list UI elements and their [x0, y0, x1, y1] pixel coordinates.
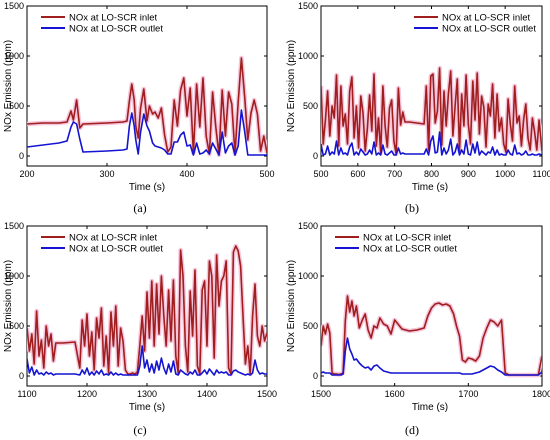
y-tick-label: 500 — [303, 101, 318, 111]
legend-label: NOx at LO-SCR inlet — [442, 13, 531, 24]
legend-label: NOx at LO-SCR inlet — [69, 13, 158, 24]
x-tick-label: 500 — [259, 169, 274, 179]
y-tick-label: 1500 — [4, 221, 24, 231]
x-tick-label: 1000 — [495, 169, 515, 179]
plot-frame — [26, 5, 268, 167]
x-axis-label: Time (s) — [412, 182, 448, 193]
x-axis-label: Time (s) — [129, 182, 165, 193]
y-tick-label: 1000 — [298, 51, 318, 61]
legend-label: NOx at LO-SCR inlet — [69, 233, 158, 244]
x-tick-label: 1300 — [137, 389, 157, 399]
x-tick-label: 1100 — [17, 389, 36, 399]
panel-a: 200 300 400 500 0 500 1000 1500 NOx at LO-SCR i… — [3, 1, 275, 215]
series-line-inlet — [321, 67, 542, 155]
legend-label: NOx at LO-SCR inlet — [363, 233, 452, 244]
series-line-outlet — [27, 345, 267, 376]
legend-label: NOx at LO-SCR outlet — [442, 24, 536, 35]
y-tick-label: 500 — [9, 101, 24, 111]
x-tick-label: 1400 — [197, 389, 217, 399]
x-tick-label: 700 — [387, 169, 402, 179]
panel-label: (c) — [133, 423, 146, 437]
series-line-inlet — [321, 295, 542, 376]
series-layer — [321, 293, 542, 378]
y-axis-label: NOx Emission (ppm) — [286, 40, 297, 132]
axis-ticks: 500 600 700 800 900 1000 1100 0 500 1000 1500 — [298, 1, 550, 179]
axis-ticks: 200 300 400 500 0 500 1000 1500 — [4, 1, 275, 179]
series-layer — [27, 243, 267, 377]
series-line-outlet — [27, 109, 267, 156]
axis-ticks: 1100 1200 1300 1400 1500 0 500 1000 1500 — [4, 221, 277, 399]
y-tick-label: 1500 — [298, 1, 318, 11]
x-tick-label: 400 — [179, 169, 194, 179]
y-axis-label: NOx Emission (ppm) — [286, 260, 297, 352]
legend-label: NOx at LO-SCR outlet — [363, 244, 457, 255]
y-tick-label: 0 — [313, 151, 318, 161]
x-tick-label: 800 — [424, 169, 439, 179]
legend-label: NOx at LO-SCR outlet — [69, 244, 163, 255]
x-tick-label: 200 — [19, 169, 34, 179]
x-tick-label: 1100 — [532, 169, 550, 179]
y-tick-label: 0 — [313, 371, 318, 381]
y-axis-label: NOx Emission (ppm) — [3, 260, 14, 352]
x-tick-label: 900 — [461, 169, 476, 179]
y-tick-label: 0 — [19, 151, 24, 161]
x-tick-label: 1800 — [532, 389, 550, 399]
series-line-outlet — [321, 337, 542, 376]
y-tick-label: 1000 — [298, 271, 318, 281]
y-tick-label: 500 — [303, 321, 318, 331]
y-tick-label: 500 — [9, 321, 24, 331]
x-tick-label: 1700 — [458, 389, 478, 399]
series-layer — [321, 65, 542, 157]
x-axis-label: Time (s) — [412, 402, 448, 413]
y-tick-label: 1500 — [4, 1, 24, 11]
y-axis-label: NOx Emission (ppm) — [3, 40, 14, 132]
y-tick-label: 0 — [19, 371, 24, 381]
series-line-outlet — [321, 131, 542, 156]
series-halo — [27, 55, 267, 158]
panel-label: (d) — [405, 423, 419, 437]
y-tick-label: 1500 — [298, 221, 318, 231]
legend-label: NOx at LO-SCR outlet — [69, 24, 163, 35]
x-tick-label: 1600 — [385, 389, 405, 399]
plot-frame — [320, 225, 543, 387]
y-tick-label: 1000 — [4, 271, 24, 281]
axis-ticks: 1500 1600 1700 1800 0 500 1000 1500 — [298, 221, 550, 399]
panel-d: 1500 1600 1700 1800 0 500 1000 1500 NOx at LO-S… — [286, 221, 550, 437]
panel-b: 500 600 700 800 900 1000 1100 0 500 1000 1500 NOx … — [286, 1, 550, 215]
x-tick-label: 300 — [99, 169, 114, 179]
x-tick-label: 1200 — [77, 389, 97, 399]
series-layer — [27, 55, 267, 158]
series-line-inlet — [27, 245, 267, 375]
x-axis-label: Time (s) — [129, 402, 165, 413]
y-tick-label: 1000 — [4, 51, 24, 61]
x-tick-label: 600 — [350, 169, 365, 179]
x-tick-label: 1500 — [257, 389, 277, 399]
panel-c: 1100 1200 1300 1400 1500 0 500 1000 1500 NOx at … — [3, 221, 277, 437]
x-tick-label: 500 — [313, 169, 328, 179]
x-tick-label: 1500 — [311, 389, 331, 399]
panel-label: (b) — [405, 201, 419, 215]
panel-label: (a) — [133, 201, 146, 215]
series-line-inlet — [27, 57, 267, 156]
